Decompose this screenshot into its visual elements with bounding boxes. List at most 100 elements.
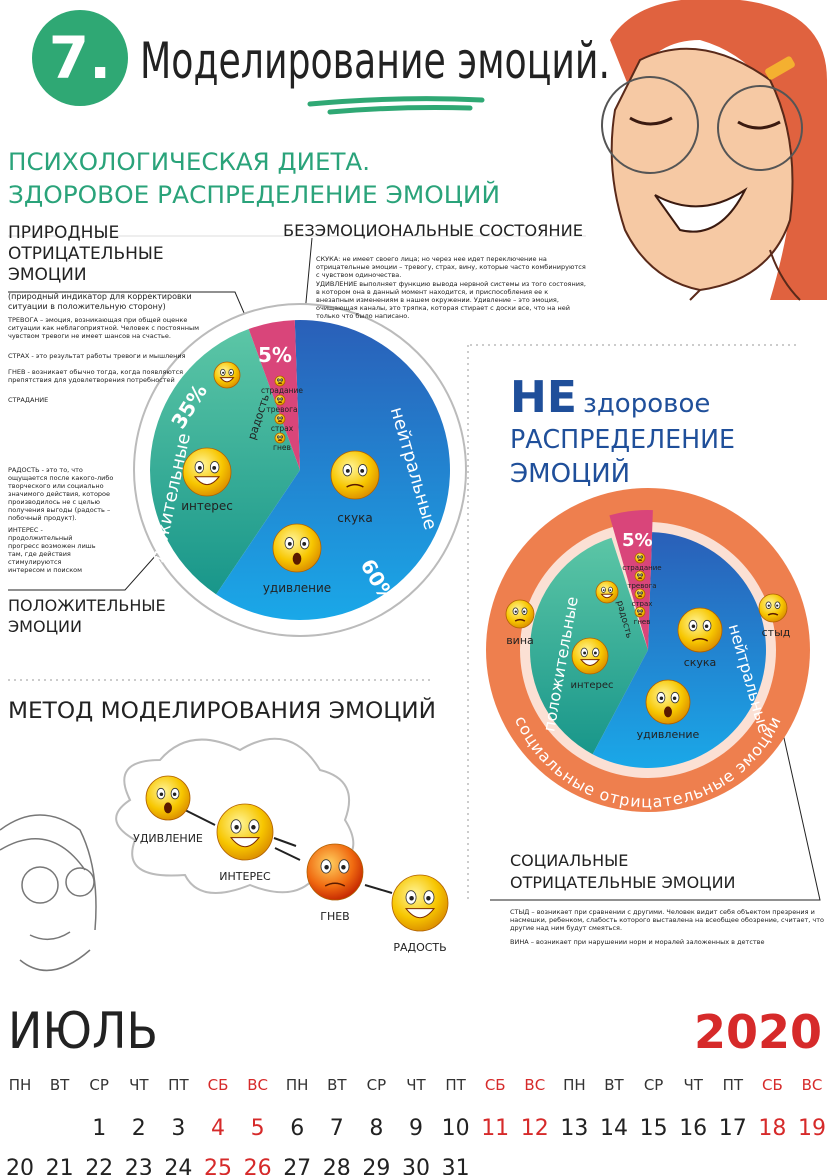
step-label: ИНТЕРЕС [219,870,271,883]
day: 6 [290,1116,304,1141]
block-title: СОЦИАЛЬНЫЕ [510,851,628,870]
weekday: ВТ [50,1076,70,1094]
section-title: НЕ [510,372,577,423]
day: 5 [251,1116,265,1141]
emoji-pupil [278,436,279,438]
label: удивление [637,728,700,741]
emoji-pupil [409,896,414,901]
emoji-face [306,843,364,901]
block-title: ОТРИЦАТЕЛЬНЫЕ [8,244,164,264]
emoji-face [213,361,241,389]
emoji [634,588,646,600]
label: тревога [627,582,656,590]
emoji-face [330,450,380,500]
label: интерес [181,499,233,513]
paragraph: СТРАДАНИЕ [8,396,49,404]
paragraph: ТРЕВОГА – эмоция, возникающая при общей … [8,316,199,340]
step-label: РАДОСТЬ [393,941,446,954]
emoji-pupil [638,574,639,576]
emoji [634,552,646,564]
title-underline [307,96,485,115]
emoji-face [274,375,286,387]
emoji-pupil [281,398,282,400]
share-label: 5% [622,530,653,551]
emoji [272,523,322,573]
emoji-face [645,679,691,725]
emoji-face [145,775,191,821]
emoji-mouth [767,612,779,616]
paragraph: СТРАХ - это результат работы тревоги и м… [8,352,186,360]
weekday: СР [89,1076,109,1094]
emoji-mouth [346,483,364,488]
emoji-pupil [638,610,639,612]
weekday: ЧТ [406,1076,426,1094]
number-badge [32,10,128,106]
emoji-mouth [277,401,283,404]
emoji-face [216,803,274,861]
emoji-pupil [281,379,282,381]
emoji-pupil [691,624,696,629]
emoji-face [634,588,646,600]
block-title: ПРИРОДНЫЕ [8,223,119,243]
emoji-pupil [172,792,177,797]
emoji-pupil [638,592,639,594]
emoji-mouth [404,908,436,919]
emoji [571,637,609,675]
section-number: 7. [49,24,111,92]
emoji-mouth [691,638,709,642]
emoji-face [758,593,788,623]
emoji-face [272,523,322,573]
day: 15 [640,1116,668,1141]
year-title: 2020 [694,1005,822,1059]
day: 2 [132,1116,146,1141]
emoji-pupil [514,610,517,613]
emoji-mouth [600,593,614,599]
emoji-pupil [641,556,642,558]
weekday: ВТ [604,1076,624,1094]
month-title: ИЮЛЬ [8,1002,158,1060]
label: тревога [266,405,297,414]
paragraph: СТЫД – возникает при сравнении с другими… [510,908,824,932]
emoji-pupil [641,610,642,612]
emoji-mouth [664,706,672,718]
emoji-face [571,637,609,675]
emoji-pupil [197,466,202,470]
emoji-mouth [579,659,601,666]
day: 10 [442,1116,470,1141]
day: 29 [362,1156,390,1175]
emoji-face [634,570,646,582]
weekday: СБ [485,1076,506,1094]
emoji-mouth [193,476,221,486]
section-title: РАСПРЕДЕЛЕНИЕ [510,425,735,455]
label: страдание [261,386,303,395]
emoji-face [634,552,646,564]
emoji-mouth [292,552,302,565]
emoji-face [505,599,535,629]
emoji-pupil [641,592,642,594]
emoji [595,580,619,604]
emoji-face [595,580,619,604]
emoji-pupil [360,469,365,473]
day: 14 [600,1116,628,1141]
emoji-mouth [637,613,643,616]
emoji-face [274,394,286,406]
emoji [634,570,646,582]
emoji-mouth [324,882,346,887]
emoji [505,599,535,629]
step-label: УДИВЛЕНИЕ [133,832,203,845]
emoji-face [182,447,232,497]
page-title: Моделирование эмоций. [140,32,610,90]
emoji-mouth [219,377,235,383]
emoji-pupil [234,825,239,830]
emoji [391,874,449,932]
weekday: СР [367,1076,387,1094]
neutral-wedge [592,532,766,768]
emoji-pupil [583,651,587,655]
day: 22 [85,1156,113,1175]
day: 9 [409,1116,423,1141]
day: 21 [46,1156,74,1175]
weekday: ПН [286,1076,309,1094]
emoji-mouth [637,595,643,598]
emoji-pupil [659,696,664,701]
